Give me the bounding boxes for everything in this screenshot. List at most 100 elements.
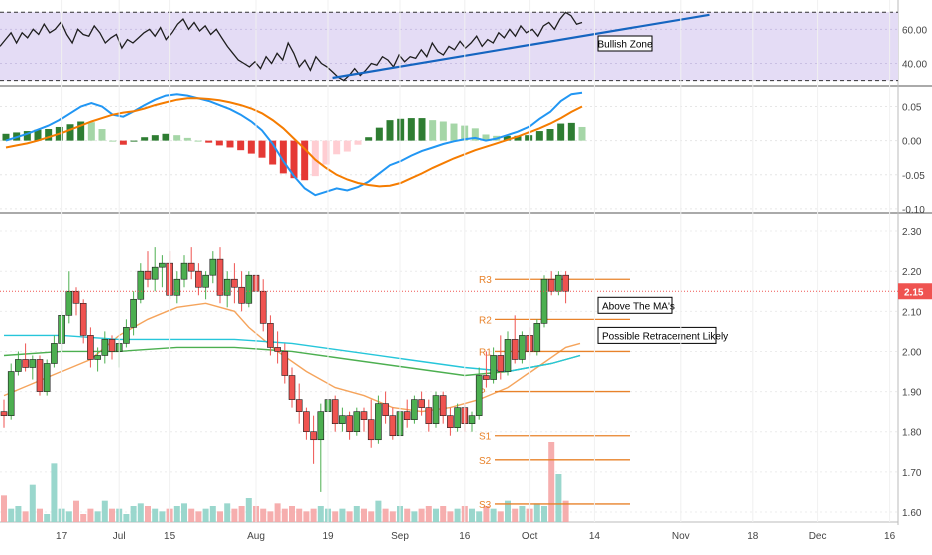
macd-histogram-bar — [525, 135, 533, 141]
candle — [375, 395, 382, 444]
candle — [22, 343, 29, 372]
rsi-trend-line — [332, 13, 710, 80]
price-tick-label: 2.20 — [902, 267, 922, 278]
above-mas-label: Above The MA's — [597, 296, 675, 314]
candle — [353, 407, 361, 436]
candle — [432, 391, 440, 428]
candle — [346, 411, 353, 440]
macd-histogram-bar — [354, 140, 362, 145]
macd-histogram-bar — [407, 118, 415, 141]
macd-histogram-bar — [439, 121, 447, 141]
candle — [504, 331, 512, 376]
macd-histogram-bar — [119, 140, 127, 145]
candle-body — [130, 298, 137, 328]
macd-histogram-bar — [322, 140, 330, 165]
candle — [43, 359, 51, 396]
candle — [425, 399, 433, 432]
candle-body — [353, 411, 361, 433]
candle — [187, 247, 195, 280]
macd-histogram-bar — [343, 140, 351, 152]
candle — [108, 335, 116, 360]
price-tick-label: 1.90 — [902, 388, 922, 399]
candle-body — [454, 407, 461, 428]
candle — [281, 343, 289, 384]
candle — [540, 275, 548, 328]
candle-body — [7, 371, 15, 416]
candle-body — [439, 395, 447, 416]
volume-bar — [418, 508, 425, 522]
price-panel: 2.302.202.102.001.901.801.701.60R3R2R1PS… — [0, 227, 932, 522]
macd-histogram-bar — [151, 135, 159, 141]
candle — [101, 331, 109, 364]
macd-histogram-bar — [162, 133, 170, 141]
candle — [339, 407, 346, 432]
candle — [288, 367, 296, 408]
volume-bar — [440, 506, 447, 522]
candle — [202, 271, 209, 300]
volume-bar — [145, 506, 151, 522]
candle-body — [223, 278, 231, 296]
volume-bar — [346, 511, 353, 522]
volume-bar — [505, 500, 511, 522]
candle-body — [339, 415, 346, 424]
volume-bar — [22, 511, 29, 522]
volume-bar — [202, 508, 209, 522]
macd-histogram-bar — [450, 123, 458, 141]
volume-bar — [29, 484, 36, 522]
candle-body — [159, 262, 166, 268]
macd-histogram-bar — [535, 131, 543, 141]
macd-histogram-bar — [482, 134, 490, 141]
candle — [29, 355, 37, 380]
macd-histogram-bar — [365, 137, 373, 141]
candle-body — [555, 274, 562, 292]
volume-bar — [44, 514, 51, 522]
candle — [360, 407, 368, 432]
time-tick-label: 16 — [884, 531, 896, 542]
volume-bar — [217, 511, 223, 522]
volume-bar — [361, 508, 367, 522]
candle — [87, 327, 94, 368]
candle-body — [108, 339, 116, 352]
volume-bar — [411, 511, 418, 522]
volume-bar — [123, 514, 130, 522]
macd-tick-label: 0.00 — [902, 137, 922, 148]
last-price-badge — [898, 283, 932, 300]
pivot-label: S1 — [479, 432, 492, 443]
candle-body — [562, 274, 569, 292]
macd-panel: 0.05 0.00 -0.05 -0.10 — [0, 91, 925, 216]
price-tick-label: 2.10 — [902, 307, 922, 318]
bullish-zone-label: Bullish Zone — [597, 35, 653, 52]
price-tick-label: 1.60 — [902, 508, 922, 519]
volume-bar — [339, 508, 346, 522]
volume-bar — [562, 500, 569, 522]
macd-histogram-bar — [418, 118, 426, 141]
rsi-tick-label: 40.00 — [902, 60, 927, 71]
volume-bar — [469, 508, 475, 522]
volume-bar — [375, 500, 382, 522]
volume-bar — [533, 503, 540, 522]
volume-bar — [555, 474, 562, 522]
candle — [238, 271, 245, 312]
macd-tick-label: -0.05 — [902, 171, 925, 182]
volume-bar — [231, 508, 238, 522]
volume-bar — [209, 506, 216, 522]
time-tick-label: Aug — [247, 531, 265, 542]
macd-histogram-bar — [130, 140, 138, 142]
volume-bar — [303, 511, 310, 522]
volume-bar — [317, 506, 324, 522]
macd-histogram-bar — [45, 129, 53, 141]
candle-body — [288, 375, 296, 400]
annotation-box — [597, 326, 717, 344]
candle-body — [281, 351, 289, 376]
volume-bar — [476, 511, 483, 522]
pivot-label: R3 — [479, 275, 492, 286]
macd-histogram-bar — [301, 140, 309, 181]
volume-bar — [137, 503, 144, 522]
candle-body — [51, 343, 58, 364]
volume-bar — [512, 508, 519, 522]
candle-body — [79, 302, 87, 336]
candle-body — [274, 347, 281, 352]
candle-body — [187, 262, 195, 272]
